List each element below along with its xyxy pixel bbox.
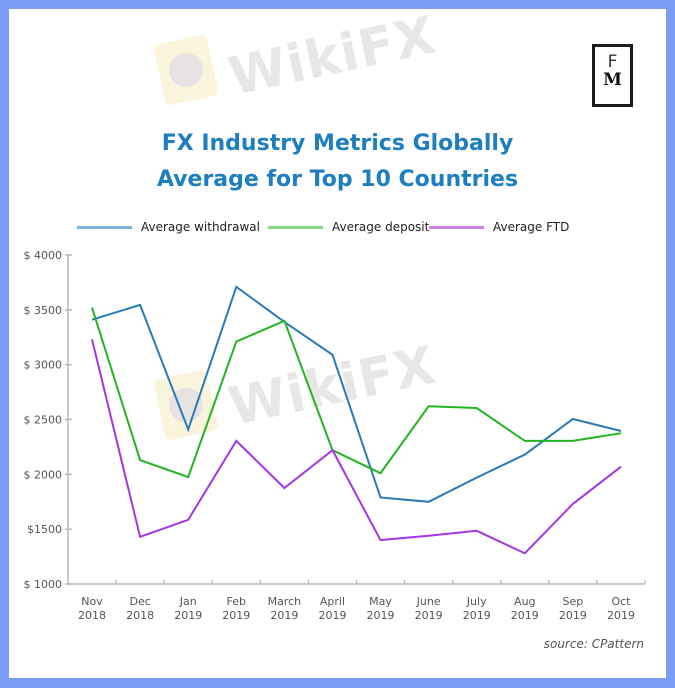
x-tick-label: Nov	[81, 595, 103, 608]
x-tick-label-year: 2019	[559, 609, 587, 622]
y-tick-label: $ 3500	[24, 304, 63, 317]
legend-item-ftd: Average FTD	[429, 218, 569, 236]
legend-label-withdrawal: Average withdrawal	[141, 220, 260, 234]
x-tick-label: Dec	[129, 595, 150, 608]
x-tick-label: Jan	[179, 595, 197, 608]
x-tick-label: Aug	[514, 595, 535, 608]
x-tick-label-year: 2018	[78, 609, 106, 622]
series-line-average-ftd	[91, 339, 622, 555]
x-tick-label-year: 2019	[174, 609, 202, 622]
source-caption: source: CPattern	[543, 637, 644, 651]
x-tick-label: Sep	[563, 595, 584, 608]
logo-letter-f: F	[607, 52, 618, 72]
series-lines	[91, 285, 622, 555]
x-tick-label: Feb	[227, 595, 246, 608]
x-tick-label: April	[320, 595, 345, 608]
legend-item-deposit: Average deposit	[268, 218, 429, 236]
legend-label-deposit: Average deposit	[332, 220, 430, 234]
logo-letter-m: M	[603, 70, 622, 90]
legend-label-ftd: Average FTD	[493, 220, 570, 234]
y-tick-label: $1500	[27, 523, 62, 536]
x-tick-label-year: 2019	[463, 609, 491, 622]
legend-swatch-withdrawal	[77, 225, 132, 229]
y-tick-label: $ 2000	[24, 468, 63, 481]
x-tick-label: June	[416, 595, 441, 608]
y-tick-label: $ 1000	[24, 578, 63, 591]
chart-subtitle: Average for Top 10 Countries	[156, 167, 519, 192]
x-tick-label-year: 2019	[222, 609, 250, 622]
x-tick-label-year: 2019	[318, 609, 346, 622]
y-tick-label: $ 2500	[24, 414, 63, 427]
y-tick-label: $ 3000	[24, 359, 63, 372]
x-tick-label: May	[369, 595, 392, 608]
chart-frame: WikiFX WikiFX F M FX Industry Metrics Gl…	[9, 9, 666, 678]
legend-swatch-ftd	[429, 225, 484, 229]
chart-title: FX Industry Metrics Globally	[161, 131, 514, 156]
series-line-average-withdrawal	[91, 285, 622, 503]
x-tick-label: July	[466, 595, 487, 608]
x-tick-label: March	[268, 595, 302, 608]
line-chart: $ 1000 $1500 $ 2000 $ 2500 $ 3000 $ 3500 $ 400…	[24, 249, 646, 622]
x-tick-label-year: 2019	[367, 609, 395, 622]
legend-item-withdrawal: Average withdrawal	[77, 218, 260, 236]
x-tick-label-year: 2019	[415, 609, 443, 622]
x-axis-ticks: Nov2018Dec2018Jan2019Feb2019March2019Apr…	[78, 580, 646, 622]
axes	[67, 255, 645, 585]
x-tick-label-year: 2019	[270, 609, 298, 622]
fm-logo: F M	[592, 44, 633, 107]
y-tick-label: $ 4000	[24, 249, 63, 262]
series-line-average-deposit	[91, 307, 622, 479]
x-tick-label-year: 2018	[126, 609, 154, 622]
y-axis-ticks: $ 1000 $1500 $ 2000 $ 2500 $ 3000 $ 3500 $ 400…	[24, 249, 72, 591]
x-tick-label-year: 2019	[607, 609, 635, 622]
x-tick-label-year: 2019	[511, 609, 539, 622]
chart-title-block: FX Industry Metrics Globally Average for…	[9, 126, 666, 198]
legend-swatch-deposit	[268, 225, 323, 229]
x-tick-label: Oct	[611, 595, 631, 608]
